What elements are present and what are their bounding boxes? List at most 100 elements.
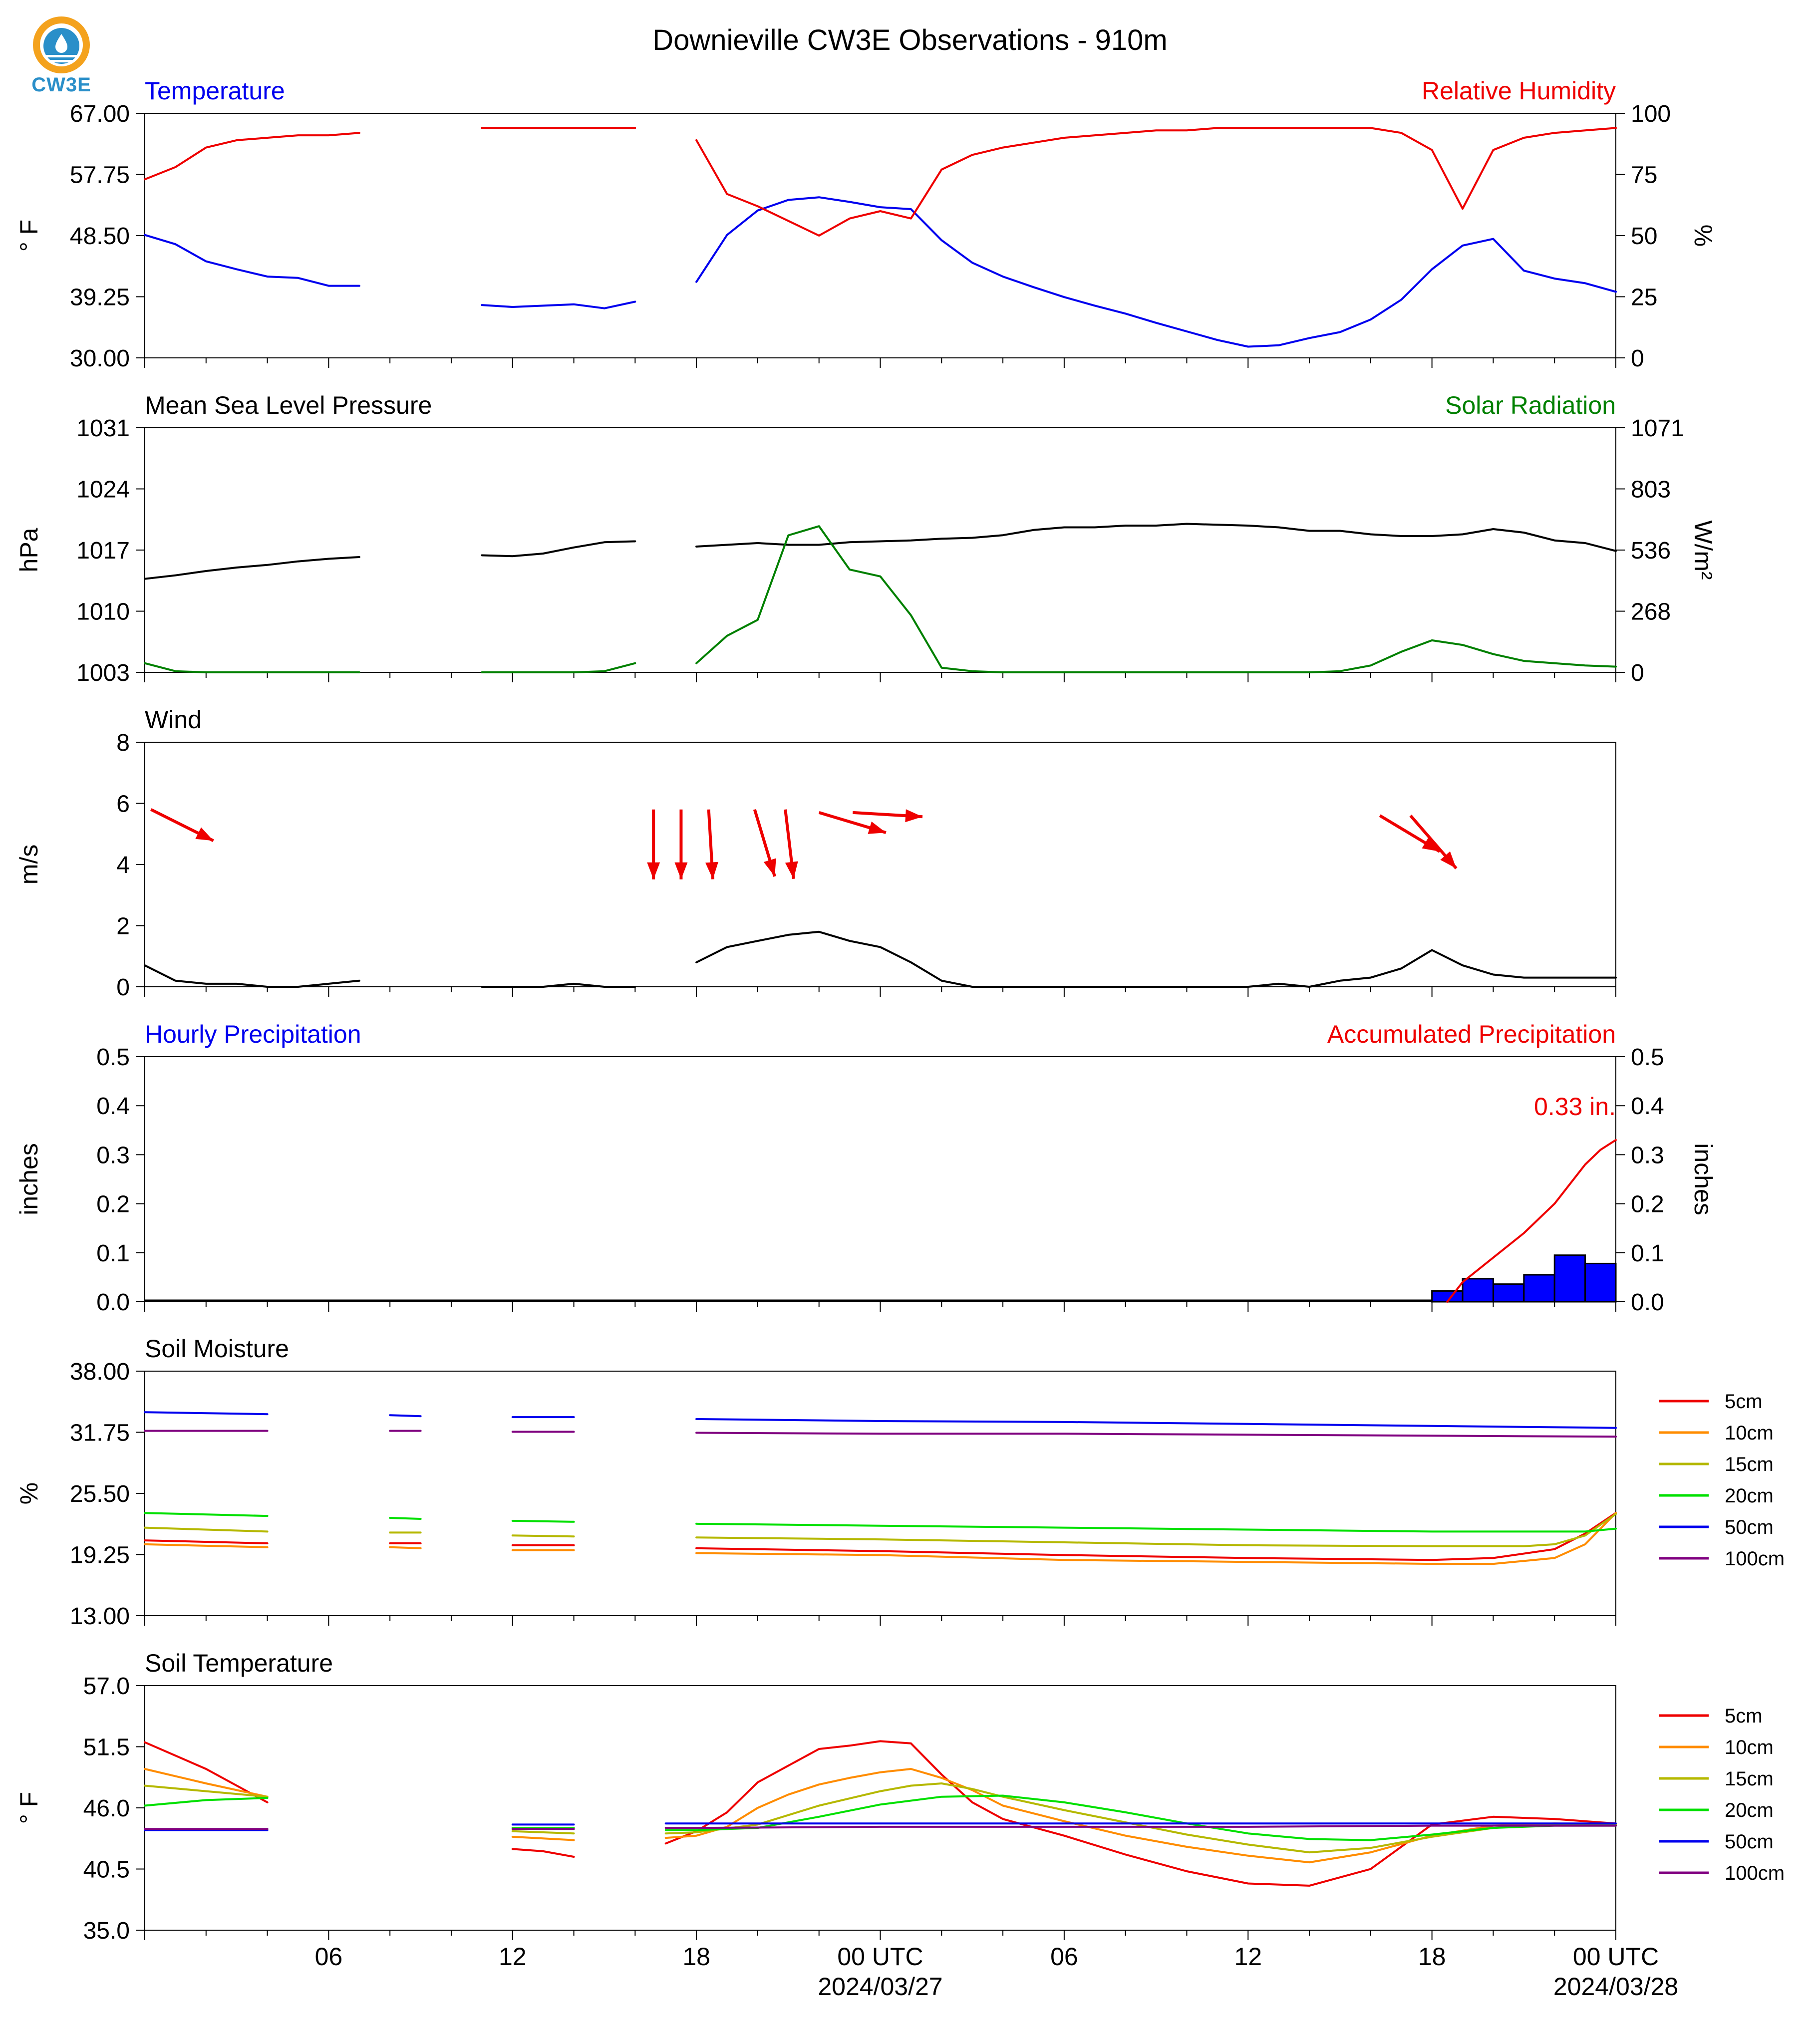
precip-y2tick-label: 0.2 bbox=[1631, 1191, 1664, 1218]
wind-ytick-label: 8 bbox=[116, 730, 130, 756]
wind-arrow-head bbox=[647, 862, 660, 879]
precip-bar bbox=[1553, 1254, 1586, 1303]
temperature-y2tick-label: 100 bbox=[1631, 101, 1671, 127]
soil_moisture-legend-label: 5cm bbox=[1725, 1391, 1763, 1413]
date-label: 2024/03/27 bbox=[818, 1973, 942, 2001]
precip-bar bbox=[1462, 1278, 1494, 1303]
temperature-ytick-label: 57.75 bbox=[70, 162, 130, 189]
soil_moisture-ytick-label: 13.00 bbox=[70, 1603, 130, 1630]
pressure-y2tick-label: 803 bbox=[1631, 477, 1671, 503]
precip-ytick-label: 0.3 bbox=[96, 1142, 130, 1168]
temperature-ytick-label: 39.25 bbox=[70, 285, 130, 311]
soil_moisture-legend-label: 20cm bbox=[1725, 1485, 1774, 1507]
10cm-line bbox=[144, 1768, 1617, 1864]
5cm-line bbox=[144, 1740, 1617, 1887]
wind-arrow-head bbox=[868, 821, 886, 834]
temperature-y2tick-label: 0 bbox=[1631, 345, 1644, 372]
soil_temperature-legend-label: 10cm bbox=[1725, 1737, 1774, 1758]
precip-y2tick-label: 0.5 bbox=[1631, 1044, 1664, 1071]
precip-bar bbox=[1584, 1262, 1617, 1303]
wind-arrow-head bbox=[1422, 837, 1440, 852]
precip-ylabel: inches bbox=[15, 1143, 43, 1215]
accumulated-precip-line bbox=[1446, 1139, 1617, 1303]
temperature-y2tick-label: 25 bbox=[1631, 285, 1657, 311]
10cm-line bbox=[144, 1512, 1617, 1565]
wind-arrow-head bbox=[1440, 851, 1457, 869]
20cm-line bbox=[144, 1512, 1617, 1533]
precip-title-left: Hourly Precipitation bbox=[145, 1020, 361, 1048]
precip-title-right: Accumulated Precipitation bbox=[1327, 1020, 1616, 1048]
wind-arrow-head bbox=[763, 858, 776, 876]
date-label: 2024/03/28 bbox=[1553, 1973, 1678, 2001]
precip-ytick-label: 0.5 bbox=[96, 1044, 130, 1071]
soil_moisture-legend-label: 50cm bbox=[1725, 1516, 1774, 1538]
logo-text: CW3E bbox=[31, 74, 91, 96]
soil_moisture-frame bbox=[144, 1371, 1616, 1616]
wind-title-left: Wind bbox=[145, 706, 202, 734]
temperature-frame bbox=[144, 113, 1616, 358]
soil_moisture-legend-label: 100cm bbox=[1725, 1548, 1785, 1570]
time-tick-label: 06 bbox=[1050, 1943, 1078, 1971]
pressure-ytick-label: 1017 bbox=[76, 538, 130, 564]
soil_moisture-ylabel: % bbox=[15, 1482, 43, 1504]
precip-y2tick-label: 0.4 bbox=[1631, 1093, 1664, 1120]
wind-ylabel: m/s bbox=[15, 845, 43, 885]
soil_moisture-ytick-label: 19.25 bbox=[70, 1542, 130, 1569]
pressure-ytick-label: 1003 bbox=[76, 660, 130, 686]
pressure-ytick-label: 1031 bbox=[76, 415, 130, 442]
precip-total-annotation: 0.33 in. bbox=[1534, 1093, 1616, 1121]
temperature-y2tick-label: 50 bbox=[1631, 223, 1657, 250]
15cm-line bbox=[144, 1513, 1617, 1547]
pressure-title-left: Mean Sea Level Pressure bbox=[145, 391, 432, 419]
soil_moisture-legend-label: 10cm bbox=[1725, 1422, 1774, 1444]
wind-arrow-head bbox=[674, 862, 688, 879]
precip-y2label: inches bbox=[1689, 1143, 1717, 1215]
mean-sea-level-pressure-line bbox=[144, 523, 1617, 580]
wind-arrow-head bbox=[195, 827, 214, 841]
soil_temperature-legend-label: 100cm bbox=[1725, 1862, 1785, 1884]
soil_temperature-ytick-label: 46.0 bbox=[83, 1795, 130, 1822]
pressure-frame bbox=[144, 427, 1616, 673]
wind-ytick-label: 2 bbox=[116, 913, 130, 940]
precip-ytick-label: 0.2 bbox=[96, 1191, 130, 1218]
precip-bar bbox=[1523, 1274, 1555, 1303]
time-tick-label: 12 bbox=[1234, 1943, 1262, 1971]
pressure-y2tick-label: 268 bbox=[1631, 599, 1671, 625]
50cm-line bbox=[144, 1411, 1617, 1429]
logo-icon bbox=[33, 16, 90, 73]
precip-ytick-label: 0.1 bbox=[96, 1240, 130, 1267]
precip-frame bbox=[144, 1056, 1616, 1302]
pressure-ytick-label: 1010 bbox=[76, 599, 130, 625]
wind-frame bbox=[144, 742, 1616, 987]
wind-ytick-label: 4 bbox=[116, 852, 130, 878]
soil_temperature-frame bbox=[144, 1685, 1616, 1931]
soil_temperature-ytick-label: 51.5 bbox=[83, 1735, 130, 1761]
soil_temperature-ylabel: ° F bbox=[15, 1792, 43, 1824]
temperature-y2tick-label: 75 bbox=[1631, 162, 1657, 189]
soil_temperature-ytick-label: 35.0 bbox=[83, 1918, 130, 1944]
15cm-line bbox=[144, 1782, 1617, 1854]
soil_temperature-legend-label: 50cm bbox=[1725, 1831, 1774, 1853]
soil_moisture-ytick-label: 25.50 bbox=[70, 1481, 130, 1507]
solar-radiation-line bbox=[144, 525, 1617, 673]
pressure-y2tick-label: 536 bbox=[1631, 538, 1671, 564]
soil_moisture-ytick-label: 31.75 bbox=[70, 1420, 130, 1447]
time-tick-label: 18 bbox=[682, 1943, 710, 1971]
pressure-title-right: Solar Radiation bbox=[1445, 391, 1616, 419]
50cm-line bbox=[144, 1822, 1617, 1831]
time-tick-label: 06 bbox=[315, 1943, 343, 1971]
precip-ytick-label: 0.4 bbox=[96, 1093, 130, 1120]
soil_temperature-legend-label: 20cm bbox=[1725, 1799, 1774, 1821]
pressure-ytick-label: 1024 bbox=[76, 477, 130, 503]
temperature-line bbox=[144, 196, 1617, 348]
precip-y2tick-label: 0.0 bbox=[1631, 1289, 1664, 1316]
soil_moisture-title-left: Soil Moisture bbox=[145, 1335, 289, 1363]
soil_temperature-ytick-label: 40.5 bbox=[83, 1857, 130, 1883]
soil_temperature-legend-label: 15cm bbox=[1725, 1768, 1774, 1790]
wind-arrow-head bbox=[785, 861, 798, 879]
temperature-ytick-label: 48.50 bbox=[70, 223, 130, 250]
soil_temperature-legend-label: 5cm bbox=[1725, 1705, 1763, 1727]
temperature-title-left: Temperature bbox=[145, 77, 285, 105]
pressure-y2tick-label: 0 bbox=[1631, 660, 1644, 686]
